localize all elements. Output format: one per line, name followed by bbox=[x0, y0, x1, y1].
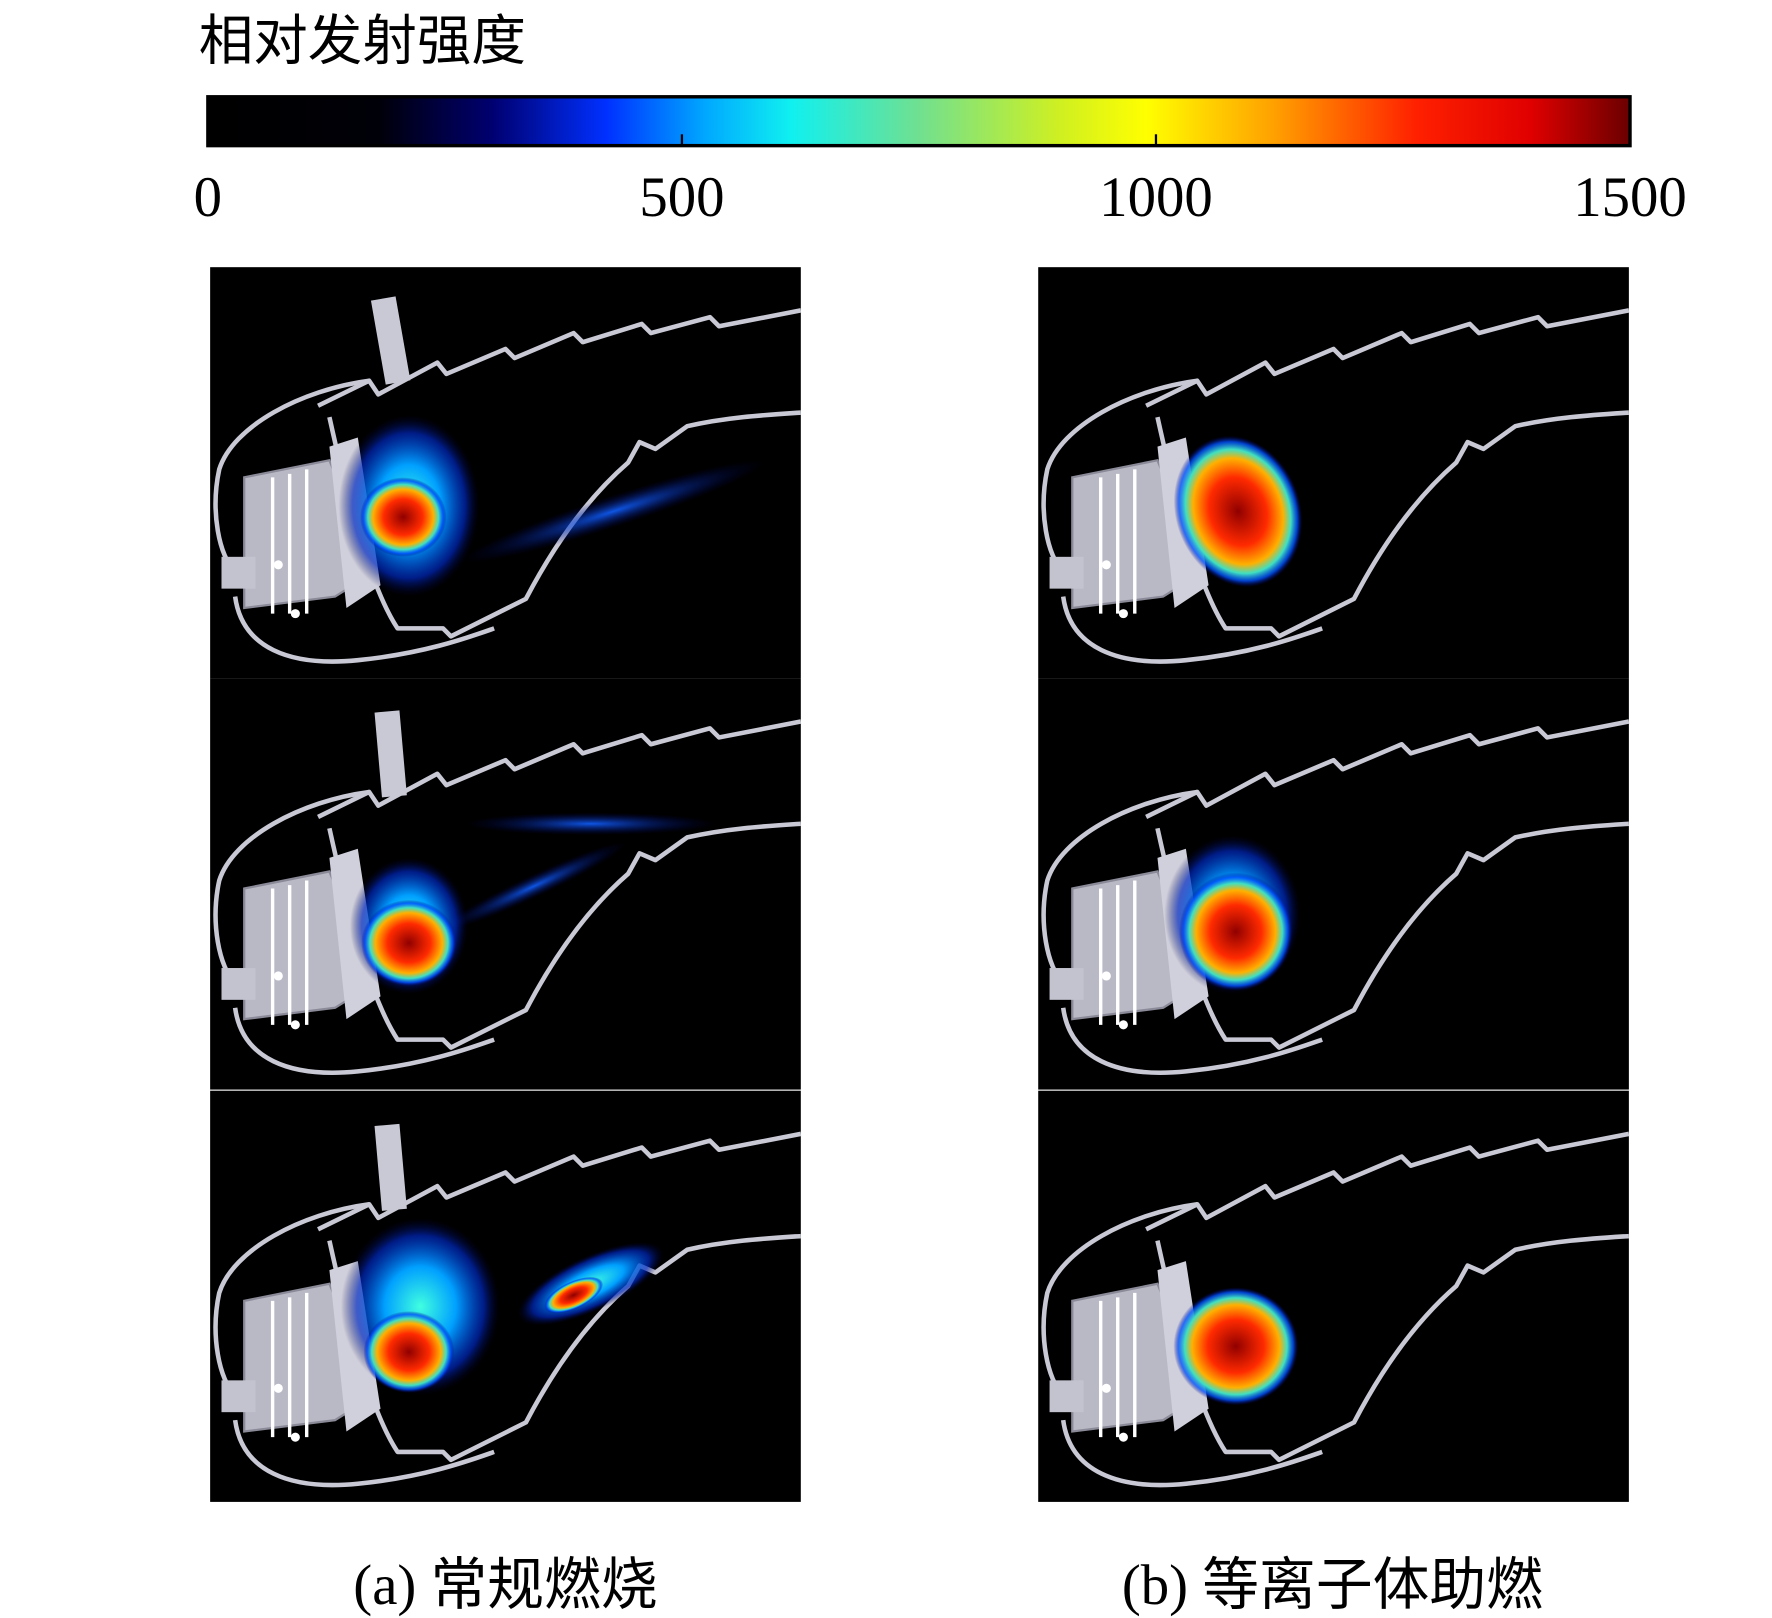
panel-label: (b) 等离子体助燃 bbox=[1122, 1554, 1543, 1617]
tick-label: 1000 bbox=[1099, 166, 1213, 229]
tick-label: 500 bbox=[639, 166, 724, 229]
panel-a bbox=[210, 267, 801, 1502]
colorbar bbox=[206, 95, 1632, 148]
tick-label: 0 bbox=[194, 166, 222, 229]
colorbar-ticks: 0 500 1000 1500 bbox=[194, 134, 1687, 229]
panel-label: (a) 常规燃烧 bbox=[353, 1554, 657, 1617]
panel-b bbox=[1038, 267, 1629, 1502]
colorbar-title: 相对发射强度 bbox=[199, 10, 526, 71]
tick-label: 1500 bbox=[1573, 166, 1687, 229]
